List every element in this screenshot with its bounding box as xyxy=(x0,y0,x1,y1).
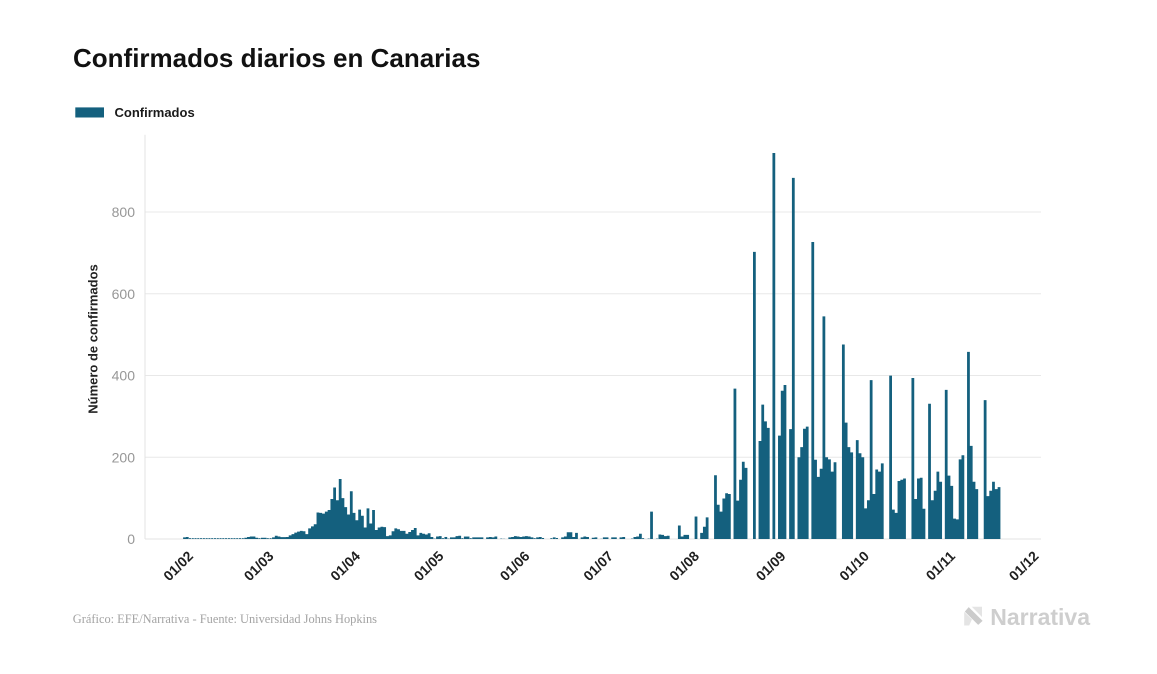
svg-text:0: 0 xyxy=(127,531,135,547)
svg-text:Confirmados: Confirmados xyxy=(115,105,195,120)
svg-text:800: 800 xyxy=(112,204,136,220)
svg-text:Confirmados diarios en Canaria: Confirmados diarios en Canarias xyxy=(73,43,480,73)
svg-text:Número de confirmados: Número de confirmados xyxy=(86,264,101,414)
svg-text:400: 400 xyxy=(112,368,136,384)
svg-text:Narrativa: Narrativa xyxy=(990,604,1090,630)
svg-text:600: 600 xyxy=(112,286,136,302)
svg-text:200: 200 xyxy=(112,449,136,465)
svg-text:Gráfico: EFE/Narrativa - Fuent: Gráfico: EFE/Narrativa - Fuente: Univers… xyxy=(73,612,377,626)
